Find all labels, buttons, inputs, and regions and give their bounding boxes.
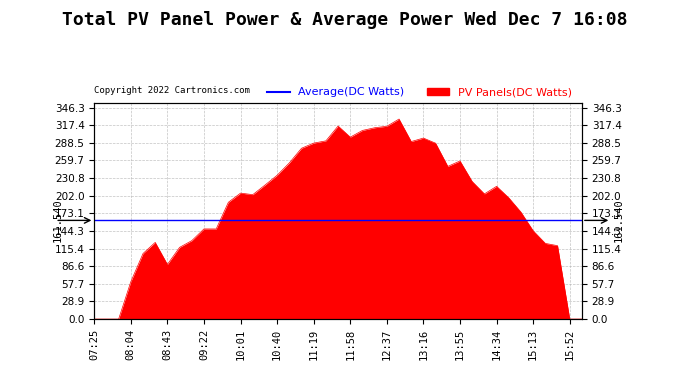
- Legend: Average(DC Watts), PV Panels(DC Watts): Average(DC Watts), PV Panels(DC Watts): [263, 83, 576, 102]
- Text: Copyright 2022 Cartronics.com: Copyright 2022 Cartronics.com: [95, 86, 250, 95]
- Text: 161.540: 161.540: [613, 198, 624, 242]
- Text: Total PV Panel Power & Average Power Wed Dec 7 16:08: Total PV Panel Power & Average Power Wed…: [62, 11, 628, 29]
- Text: 161.540: 161.540: [52, 198, 63, 242]
